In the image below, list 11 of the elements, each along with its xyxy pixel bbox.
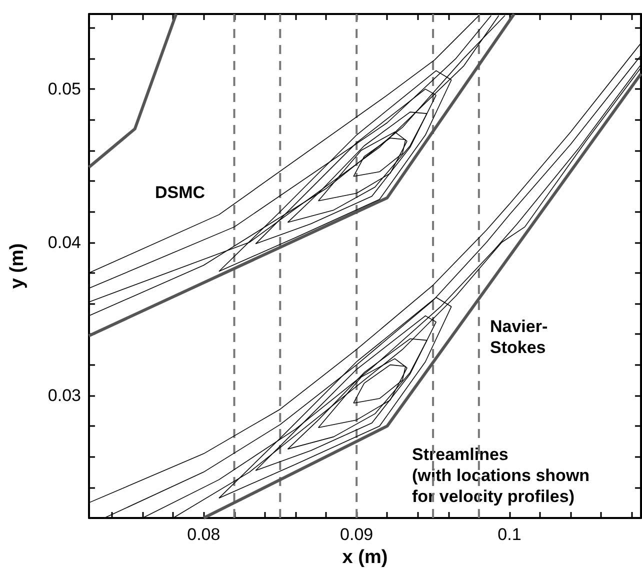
y-tick-label: 0.04	[48, 232, 81, 252]
x-axis-title: x (m)	[342, 547, 388, 568]
x-tick-label: 0.09	[340, 525, 374, 544]
x-tick-label: 0.1	[498, 525, 522, 544]
annotation: Streamlines (with locations shown for velocity profiles)	[412, 445, 590, 506]
annotation: Navier- Stokes	[490, 317, 548, 357]
annotation: DSMC	[155, 183, 206, 202]
x-tick-label: 0.08	[187, 525, 220, 544]
y-axis-title: y (m)	[7, 243, 28, 289]
y-tick-label: 0.03	[48, 386, 81, 405]
y-tick-label: 0.05	[48, 80, 81, 99]
